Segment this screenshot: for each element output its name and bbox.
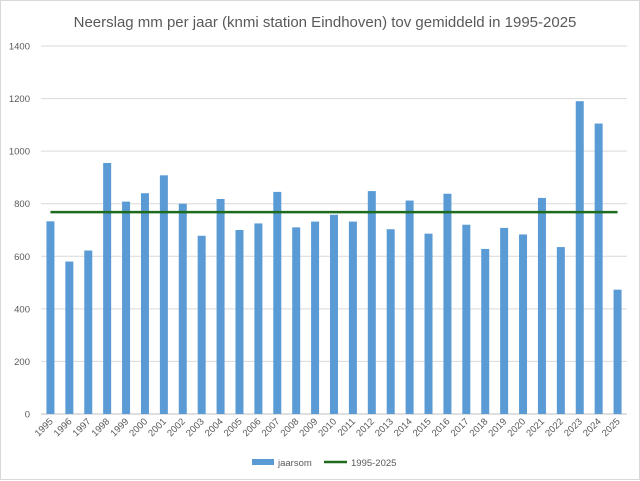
y-tick-label: 600 — [14, 252, 30, 263]
x-tick-label: 2025 — [600, 416, 623, 439]
bar-2012 — [367, 191, 376, 414]
x-tick-label: 2008 — [279, 416, 302, 439]
bar-2008 — [292, 227, 301, 414]
y-tick-label: 1200 — [9, 94, 30, 105]
bar-2019 — [500, 227, 509, 414]
bar-2002 — [178, 203, 187, 414]
bar-2018 — [481, 248, 490, 414]
bar-2010 — [330, 214, 338, 414]
bar-2014 — [405, 200, 414, 414]
x-tick-label: 2011 — [336, 416, 358, 438]
x-tick-label: 2018 — [468, 416, 491, 439]
chart-title: Neerslag mm per jaar (knmi station Eindh… — [74, 14, 577, 31]
x-tick-label: 2021 — [524, 416, 547, 439]
x-tick-label: 2007 — [260, 416, 283, 439]
bar-2017 — [462, 224, 471, 414]
bar-2016 — [443, 193, 452, 414]
bar-2005 — [235, 230, 244, 414]
legend: jaarsom 1995-2025 — [252, 458, 396, 469]
x-tick-label: 1998 — [90, 416, 113, 439]
x-tick-label: 2000 — [127, 416, 150, 439]
y-tick-label: 400 — [14, 304, 30, 315]
bar-2022 — [556, 247, 565, 414]
x-tick-label: 1995 — [33, 416, 56, 439]
x-tick-label: 2022 — [543, 416, 566, 439]
x-tick-label: 2017 — [449, 416, 472, 439]
x-tick-label: 2005 — [222, 416, 245, 439]
bar-2021 — [537, 197, 546, 414]
bar-2024 — [594, 123, 603, 415]
x-tick-label: 2010 — [316, 416, 339, 439]
bar-1998 — [103, 162, 112, 414]
x-tick-label: 2004 — [203, 416, 226, 439]
bar-2011 — [348, 221, 357, 414]
x-tick-label: 2020 — [505, 416, 528, 439]
x-tick-label: 2001 — [146, 416, 169, 439]
x-tick-label: 2016 — [430, 416, 453, 439]
bar-2015 — [424, 233, 433, 414]
y-tick-label: 200 — [14, 357, 30, 368]
bar-2007 — [273, 191, 282, 414]
bar-2023 — [575, 101, 584, 414]
bar-2013 — [386, 229, 395, 414]
bar-2025 — [613, 289, 622, 414]
bar-2020 — [519, 234, 528, 414]
bar-2004 — [216, 198, 225, 414]
y-tick-label: 0 — [25, 410, 30, 421]
x-tick-label: 2002 — [165, 416, 188, 439]
x-tick-label: 2006 — [241, 416, 264, 439]
bar-2009 — [311, 221, 320, 414]
x-tick-label: 2023 — [562, 416, 585, 439]
x-tick-label: 2013 — [373, 416, 396, 439]
x-tick-label: 2012 — [354, 416, 377, 439]
x-tick-label: 2009 — [297, 416, 320, 439]
legend-label-average: 1995-2025 — [351, 458, 396, 469]
bar-2000 — [140, 193, 149, 414]
bar-2003 — [197, 235, 206, 414]
bar-1996 — [65, 261, 74, 414]
x-tick-label: 1997 — [71, 416, 94, 439]
legend-label-jaarsom: jaarsom — [277, 458, 312, 469]
y-tick-label: 1000 — [9, 147, 30, 158]
y-tick-label: 1400 — [9, 42, 30, 53]
bar-1995 — [46, 221, 55, 414]
legend-swatch-jaarsom — [252, 459, 274, 465]
x-tick-label: 1999 — [108, 416, 131, 439]
bar-2006 — [254, 223, 263, 414]
x-tick-label: 2003 — [184, 416, 207, 439]
y-tick-label: 800 — [14, 199, 30, 210]
bars — [46, 101, 622, 415]
bar-2001 — [159, 175, 168, 414]
x-tick-label: 2014 — [392, 416, 415, 439]
x-tick-label: 2024 — [581, 416, 604, 439]
x-tick-label: 2019 — [487, 416, 510, 439]
x-tick-label: 1996 — [52, 416, 75, 439]
bar-1997 — [84, 250, 93, 414]
x-tick-label: 2015 — [411, 416, 434, 439]
x-axis-ticks: 1995199619971998199920002001200220032004… — [33, 416, 623, 439]
y-axis-ticks: 0 200 400 600 800 1000 1200 1400 — [9, 42, 30, 421]
bar-1999 — [122, 201, 131, 414]
